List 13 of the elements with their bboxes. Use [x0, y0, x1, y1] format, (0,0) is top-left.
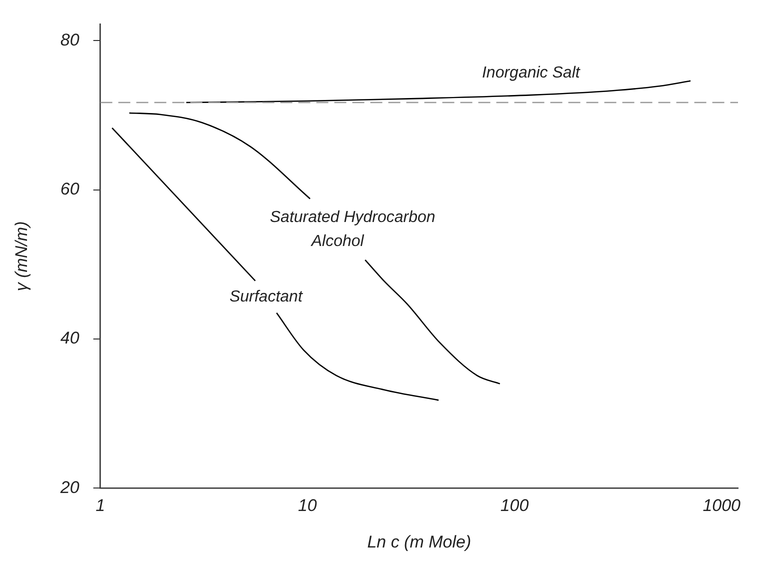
y-tick-label: 80	[60, 30, 80, 50]
x-tick-label: 1	[96, 496, 106, 516]
x-tick-label: 100	[500, 496, 530, 516]
series-label: Inorganic Salt	[482, 64, 580, 82]
series-label: Surfactant	[229, 288, 303, 306]
x-axis-title: Ln c (m Mole)	[367, 532, 472, 552]
y-axis-title: γ (mN/m)	[12, 221, 31, 292]
x-tick-label: 1000	[702, 496, 742, 516]
y-tick-label: 40	[60, 328, 80, 348]
y-tick-label: 20	[59, 478, 80, 497]
y-tick-label: 60	[60, 180, 80, 199]
text: Saturated Hydrocarbon Alcohol	[270, 208, 436, 250]
x-tick-label: 10	[298, 496, 318, 516]
